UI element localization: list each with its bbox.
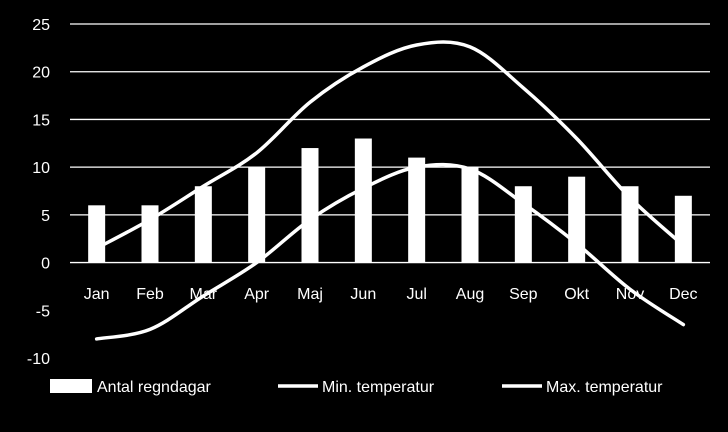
x-tick-label-apr: Apr	[244, 286, 270, 303]
legend-label-max-temperatur: Max. temperatur	[546, 379, 663, 396]
y-axis-tick-labels: -10 -5 0 5 10 15 20 25	[27, 17, 50, 368]
gridlines	[70, 23, 710, 264]
legend-label-min-temperatur: Min. temperatur	[322, 379, 435, 396]
x-tick-label-dec: Dec	[669, 286, 697, 303]
bar-nov	[621, 186, 639, 263]
y-tick-label: 5	[41, 208, 50, 225]
temperature-lines	[94, 40, 686, 341]
y-tick-label: 15	[32, 112, 50, 129]
bar-maj	[301, 148, 319, 263]
y-tick-label: 0	[41, 256, 50, 273]
bar-apr	[248, 167, 266, 263]
bars-antal-regndagar	[88, 138, 692, 263]
x-tick-label-okt: Okt	[564, 286, 589, 303]
y-tick-label: 25	[32, 17, 50, 34]
y-tick-label: 20	[32, 65, 50, 82]
y-tick-label: -5	[36, 303, 50, 320]
line-min-temperatur	[94, 162, 686, 341]
y-tick-label: -10	[27, 351, 50, 368]
bar-dec	[674, 195, 692, 263]
bar-jun	[354, 138, 372, 263]
legend: Antal regndagar Min. temperatur Max. tempe…	[50, 379, 663, 396]
x-tick-label-jul: Jul	[406, 286, 426, 303]
bar-aug	[461, 167, 479, 263]
legend-swatch-antal-regndagar	[50, 379, 92, 393]
y-tick-label: 10	[32, 160, 50, 177]
x-tick-label-feb: Feb	[136, 286, 164, 303]
x-tick-label-jan: Jan	[84, 286, 110, 303]
x-tick-label-aug: Aug	[456, 286, 484, 303]
x-tick-label-nov: Nov	[616, 286, 644, 303]
x-axis-tick-labels: Jan Feb Mar Apr Maj Jun Jul Aug Sep Okt Nov Dec	[84, 286, 698, 303]
x-tick-label-jun: Jun	[350, 286, 376, 303]
x-tick-label-maj: Maj	[297, 286, 323, 303]
legend-label-antal-regndagar: Antal regndagar	[97, 379, 212, 396]
line-max-temperatur	[94, 40, 686, 251]
bar-mar	[194, 186, 212, 263]
bar-feb	[141, 205, 159, 263]
bar-jan	[88, 205, 106, 263]
bar-jul	[408, 157, 426, 263]
x-tick-label-sep: Sep	[509, 286, 538, 303]
